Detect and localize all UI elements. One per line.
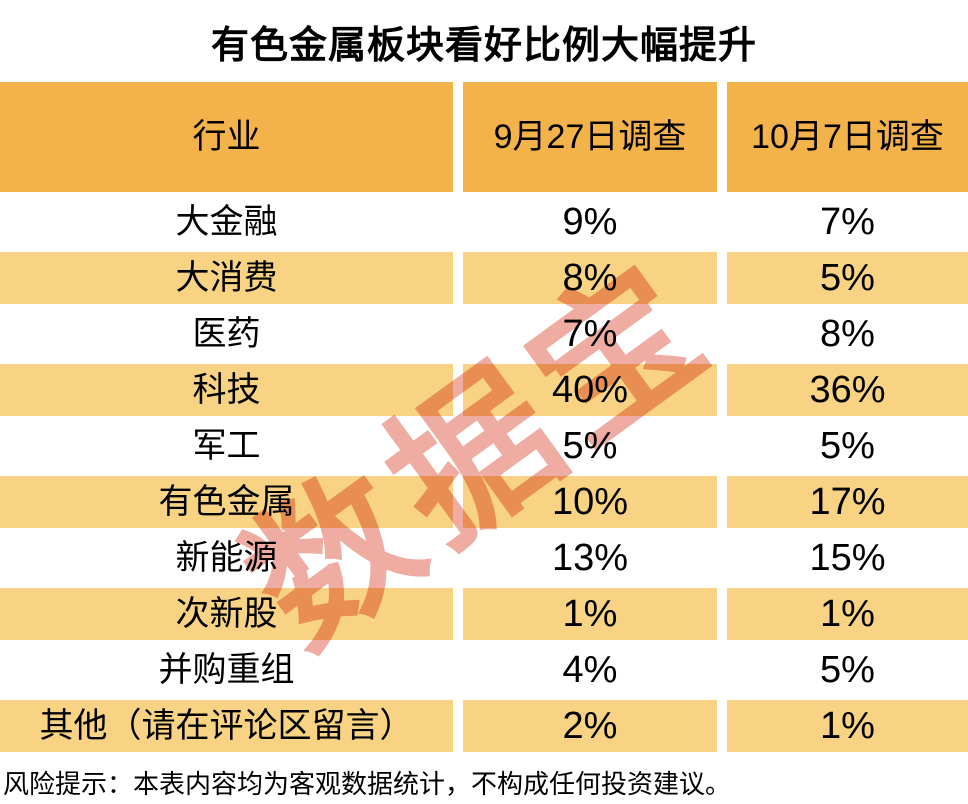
sep27-value-cell: 9% — [463, 196, 717, 248]
industry-cell: 次新股 — [0, 588, 453, 640]
sep27-value-cell: 8% — [463, 252, 717, 304]
oct7-value-cell: 5% — [727, 252, 968, 304]
oct7-value-cell: 5% — [727, 420, 968, 472]
survey-table: 行业 9月27日调查 10月7日调查 大金融 9% 7% 大消费 8% 5% 医… — [0, 82, 968, 752]
industry-cell: 科技 — [0, 364, 453, 416]
oct7-value-cell: 8% — [727, 308, 968, 360]
oct7-value-cell: 5% — [727, 644, 968, 696]
sep27-value-cell: 13% — [463, 532, 717, 584]
industry-cell: 新能源 — [0, 532, 453, 584]
column-header-industry: 行业 — [0, 82, 453, 192]
page-title: 有色金属板块看好比例大幅提升 — [210, 24, 757, 67]
oct7-value-cell: 1% — [727, 588, 968, 640]
oct7-value-cell: 17% — [727, 476, 968, 528]
sep27-value-cell: 2% — [463, 700, 717, 752]
sep27-value-cell: 40% — [463, 364, 717, 416]
industry-cell: 其他（请在评论区留言） — [0, 700, 453, 752]
sep27-value-cell: 1% — [463, 588, 717, 640]
industry-cell: 并购重组 — [0, 644, 453, 696]
oct7-value-cell: 15% — [727, 532, 968, 584]
sep27-value-cell: 5% — [463, 420, 717, 472]
industry-cell: 军工 — [0, 420, 453, 472]
industry-cell: 有色金属 — [0, 476, 453, 528]
industry-cell: 大消费 — [0, 252, 453, 304]
column-header-sep27-survey: 9月27日调查 — [463, 82, 717, 192]
industry-cell: 医药 — [0, 308, 453, 360]
industry-cell: 大金融 — [0, 196, 453, 248]
column-header-oct7-survey: 10月7日调查 — [727, 82, 968, 192]
risk-disclaimer: 风险提示：本表内容均为客观数据统计，不构成任何投资建议。 — [3, 769, 732, 799]
sep27-value-cell: 7% — [463, 308, 717, 360]
oct7-value-cell: 1% — [727, 700, 968, 752]
sep27-value-cell: 4% — [463, 644, 717, 696]
oct7-value-cell: 7% — [727, 196, 968, 248]
oct7-value-cell: 36% — [727, 364, 968, 416]
sep27-value-cell: 10% — [463, 476, 717, 528]
